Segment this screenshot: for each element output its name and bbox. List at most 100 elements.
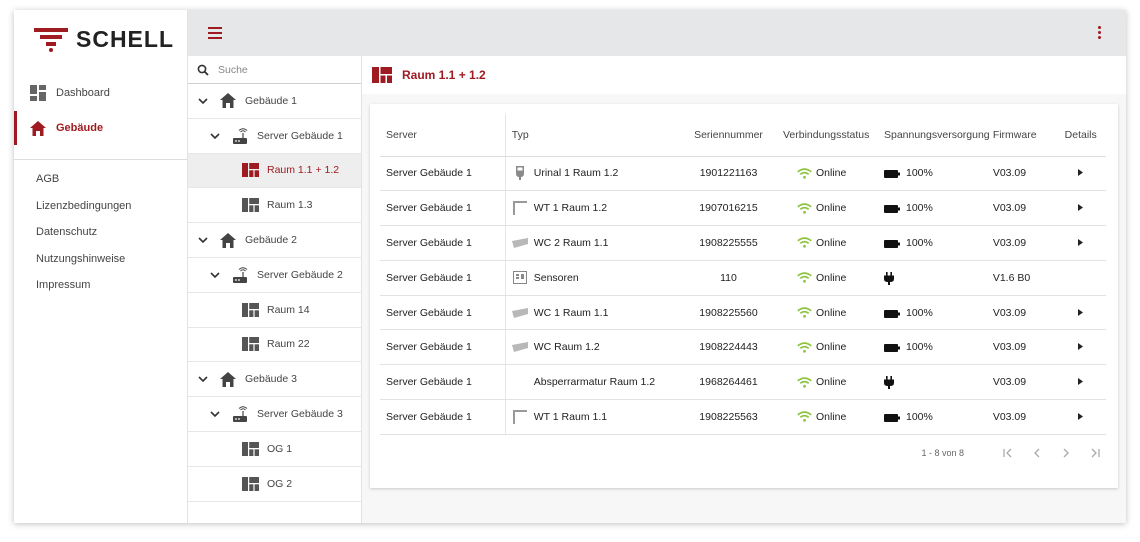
wc-icon xyxy=(511,306,528,320)
chevron-down-icon[interactable] xyxy=(197,95,209,107)
chevron-down-icon[interactable] xyxy=(209,269,221,281)
cell-details[interactable] xyxy=(1055,156,1106,192)
link-lizenzbedingungen[interactable]: Lizenzbedingungen xyxy=(36,199,132,212)
power-label: 100% xyxy=(905,202,933,215)
tree-node-server[interactable]: Server Gebäude 1 xyxy=(188,119,361,154)
details-arrow-icon[interactable] xyxy=(1078,341,1084,351)
status-label: Online xyxy=(815,167,847,180)
cell-details[interactable] xyxy=(1055,399,1106,435)
router-icon xyxy=(231,267,249,283)
link-impressum[interactable]: Impressum xyxy=(36,279,91,292)
col-typ[interactable]: Typ xyxy=(505,114,683,157)
cell-details[interactable] xyxy=(1055,190,1106,227)
tree-node-server[interactable]: Server Gebäude 2 xyxy=(188,258,361,293)
power-label: 100% xyxy=(905,306,933,319)
cell-serial: 1908225563 xyxy=(682,399,775,435)
details-arrow-icon[interactable] xyxy=(1078,307,1084,316)
home-icon xyxy=(30,120,46,136)
tree-node-server[interactable]: Server Gebäude 3 xyxy=(188,397,361,432)
details-arrow-icon[interactable] xyxy=(1078,237,1084,246)
table-row[interactable]: Server Gebäude 1 WC 2 Raum 1.1 190822555… xyxy=(380,225,1106,261)
table-row[interactable]: Server Gebäude 1 Absperrarmatur Raum 1.2… xyxy=(380,364,1106,401)
cell-status: Online xyxy=(774,190,876,227)
col-spannungsversorgung[interactable]: Spannungsversorgung xyxy=(875,114,991,157)
plug-icon xyxy=(883,271,894,285)
cell-serial: 1901221163 xyxy=(682,156,775,192)
chevron-down-icon[interactable] xyxy=(209,408,221,420)
cell-server: Server Gebäude 1 xyxy=(380,225,506,261)
table-row[interactable]: Server Gebäude 1 WT 1 Raum 1.2 190701621… xyxy=(380,190,1106,227)
link-agb[interactable]: AGB xyxy=(36,173,60,186)
cell-status: Online xyxy=(774,156,876,192)
tree-node-room[interactable]: Raum 14 xyxy=(188,293,361,328)
table-row[interactable]: Server Gebäude 1 Sensoren 110 Online V1.… xyxy=(380,260,1106,296)
power-label: 100% xyxy=(905,236,933,249)
first-page-icon[interactable] xyxy=(1001,446,1015,460)
tree-node-label: OG 1 xyxy=(267,442,293,455)
cell-firmware: V1.6 B0 xyxy=(990,260,1056,296)
status-label: Online xyxy=(815,306,847,319)
cell-status: Online xyxy=(774,260,876,296)
chevron-down-icon[interactable] xyxy=(197,373,209,385)
tree-node-room[interactable]: Raum 1.3 xyxy=(188,188,361,224)
top-bar xyxy=(188,10,1126,56)
hamburger-menu-icon[interactable] xyxy=(208,27,222,39)
urinal-icon xyxy=(512,166,528,181)
tree-node-label: Server Gebäude 3 xyxy=(257,408,343,421)
tree-node-room[interactable]: Raum 22 xyxy=(188,328,361,363)
cell-details[interactable] xyxy=(1055,295,1106,331)
details-arrow-icon[interactable] xyxy=(1078,167,1084,177)
typ-label: Urinal 1 Raum 1.2 xyxy=(533,167,619,180)
nav-dashboard[interactable]: Dashboard xyxy=(14,76,187,110)
link-datenschutz[interactable]: Datenschutz xyxy=(36,226,98,239)
link-nutzungshinweise[interactable]: Nutzungshinweise xyxy=(36,252,126,265)
tree-node-label: Raum 1.1 + 1.2 xyxy=(267,164,340,177)
col-firmware[interactable]: Firmware xyxy=(990,114,1056,157)
table-row[interactable]: Server Gebäude 1 WC 1 Raum 1.1 190822556… xyxy=(380,295,1106,331)
tree-node-room[interactable]: Raum 1.1 + 1.2 xyxy=(188,153,361,189)
cell-power xyxy=(875,260,991,296)
cell-power: 100% xyxy=(875,190,991,227)
chevron-down-icon[interactable] xyxy=(209,130,221,142)
nav-gebaeude[interactable]: Gebäude xyxy=(14,111,187,145)
details-arrow-icon[interactable] xyxy=(1078,411,1084,420)
prev-page-icon[interactable] xyxy=(1030,446,1044,460)
tree-node-room[interactable]: OG 2 xyxy=(188,467,361,502)
room-icon xyxy=(241,162,259,178)
wifi-icon xyxy=(797,237,812,249)
table-row[interactable]: Server Gebäude 1 Urinal 1 Raum 1.2 19012… xyxy=(380,156,1106,192)
details-arrow-icon[interactable] xyxy=(1078,376,1084,386)
details-arrow-icon[interactable] xyxy=(1078,202,1084,212)
cell-details[interactable] xyxy=(1055,364,1106,401)
washbasin-icon xyxy=(512,201,528,216)
room-icon xyxy=(241,441,259,457)
brand-logo[interactable]: SCHELL xyxy=(14,10,187,68)
cell-details[interactable] xyxy=(1055,225,1106,261)
cell-serial: 1908225555 xyxy=(682,225,775,261)
tree-node-label: Server Gebäude 2 xyxy=(257,268,343,281)
tree-node-building[interactable]: Gebäude 2 xyxy=(188,223,361,258)
table-row[interactable]: Server Gebäude 1 WT 1 Raum 1.1 190822556… xyxy=(380,399,1106,435)
col-server[interactable]: Server xyxy=(380,114,506,157)
col-seriennummer[interactable]: Seriennummer xyxy=(682,114,775,157)
tree-node-building[interactable]: Gebäude 1 xyxy=(188,84,361,119)
cell-firmware: V03.09 xyxy=(990,364,1056,401)
status-label: Online xyxy=(815,271,847,284)
more-options-icon[interactable] xyxy=(1098,26,1102,40)
wifi-icon xyxy=(797,168,812,179)
chevron-down-icon[interactable] xyxy=(197,234,209,246)
cell-power: 100% xyxy=(875,329,991,366)
tree-node-room[interactable]: OG 1 xyxy=(188,432,361,467)
power-label: 100% xyxy=(905,167,933,180)
tree-node-building[interactable]: Gebäude 3 xyxy=(188,362,361,398)
cell-server: Server Gebäude 1 xyxy=(380,295,506,331)
plug-icon xyxy=(883,376,894,390)
battery-icon xyxy=(883,343,900,353)
search-placeholder: Suche xyxy=(218,63,248,76)
search-field[interactable]: Suche xyxy=(188,56,361,84)
table-row[interactable]: Server Gebäude 1 WC Raum 1.2 1908224443 … xyxy=(380,329,1106,366)
col-verbindungsstatus[interactable]: Verbindungsstatus xyxy=(774,114,876,157)
next-page-icon[interactable] xyxy=(1059,446,1073,460)
cell-details[interactable] xyxy=(1055,329,1106,366)
last-page-icon[interactable] xyxy=(1088,446,1102,460)
